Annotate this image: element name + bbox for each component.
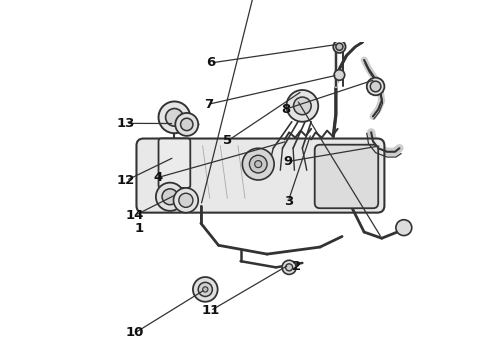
Circle shape <box>175 113 198 136</box>
Text: 2: 2 <box>293 260 301 273</box>
Text: 9: 9 <box>284 155 293 168</box>
Circle shape <box>287 90 318 122</box>
Text: 10: 10 <box>125 327 144 339</box>
Circle shape <box>243 148 274 180</box>
Circle shape <box>333 41 345 53</box>
Circle shape <box>396 220 412 235</box>
Circle shape <box>370 81 381 92</box>
Circle shape <box>334 70 344 80</box>
Circle shape <box>166 108 183 126</box>
Circle shape <box>193 277 218 302</box>
Text: 12: 12 <box>117 174 135 187</box>
Text: 13: 13 <box>117 117 135 130</box>
Text: 6: 6 <box>206 57 215 69</box>
Text: 4: 4 <box>154 171 163 184</box>
Circle shape <box>282 260 296 274</box>
Text: 5: 5 <box>223 134 232 147</box>
FancyBboxPatch shape <box>137 139 385 213</box>
Text: 11: 11 <box>201 304 220 317</box>
Circle shape <box>173 188 198 213</box>
FancyBboxPatch shape <box>159 139 190 188</box>
Circle shape <box>203 287 208 292</box>
Circle shape <box>162 189 178 205</box>
Text: 14: 14 <box>125 209 144 222</box>
Circle shape <box>156 183 184 211</box>
Polygon shape <box>161 182 188 185</box>
Circle shape <box>255 161 262 168</box>
Polygon shape <box>161 138 188 141</box>
FancyBboxPatch shape <box>315 145 378 208</box>
Text: 8: 8 <box>281 103 291 116</box>
Circle shape <box>198 282 212 297</box>
Circle shape <box>294 97 311 115</box>
Circle shape <box>249 155 267 173</box>
Circle shape <box>159 102 190 133</box>
Text: 1: 1 <box>135 222 144 235</box>
Circle shape <box>336 43 343 50</box>
Circle shape <box>367 78 385 95</box>
Circle shape <box>286 264 293 271</box>
Circle shape <box>179 193 193 207</box>
Text: 3: 3 <box>284 195 293 208</box>
Circle shape <box>181 118 193 131</box>
Text: 7: 7 <box>204 98 213 111</box>
